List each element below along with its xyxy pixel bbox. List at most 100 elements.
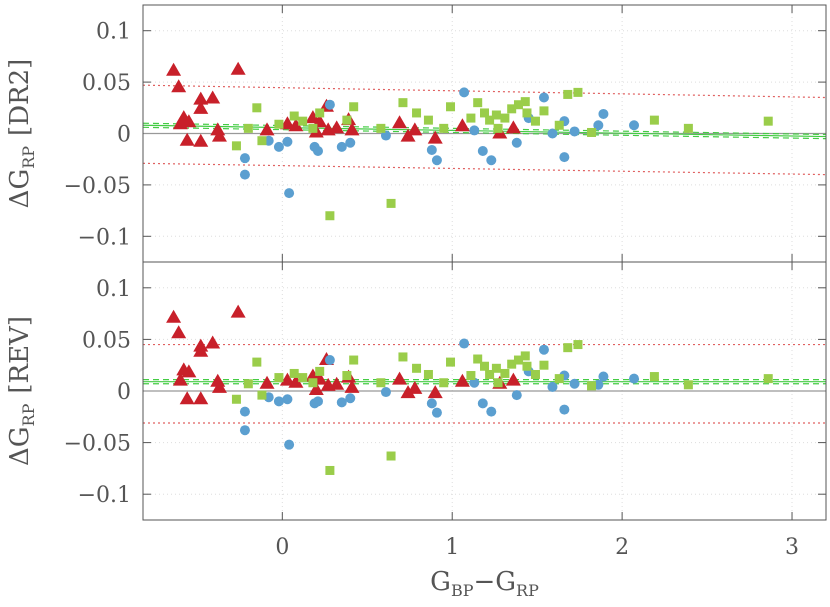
circle-point: [598, 371, 609, 382]
square-point: [439, 123, 449, 133]
reference-line: [142, 84, 827, 99]
triangle-point: [329, 376, 345, 390]
square-point: [412, 108, 422, 118]
circle-point: [569, 126, 580, 137]
triangle-point: [166, 62, 182, 76]
square-point: [563, 89, 573, 99]
square-point: [520, 97, 530, 107]
square-point: [683, 123, 693, 133]
circle-point: [569, 378, 580, 389]
square-point: [274, 373, 284, 383]
triangle-point: [407, 122, 423, 136]
square-point: [466, 113, 476, 123]
y-tick-label: 0.05: [82, 71, 131, 96]
square-point: [252, 103, 262, 113]
square-point: [763, 374, 773, 384]
triangle-point: [193, 91, 209, 105]
y-label-main: ΔG: [5, 426, 35, 466]
triangle-point: [193, 391, 209, 405]
triangle-point: [308, 381, 324, 395]
triangle-point: [171, 79, 187, 93]
circle-point: [538, 344, 549, 355]
y-tick-label: 0.05: [82, 328, 131, 353]
circle-point: [282, 136, 293, 147]
circle-point: [593, 120, 604, 131]
triangle-point: [193, 343, 209, 357]
square-point: [507, 104, 517, 114]
square-point: [423, 369, 433, 379]
circle-point: [284, 439, 295, 450]
triangle-point: [329, 120, 345, 134]
square-point: [485, 369, 495, 379]
reference-line: [142, 162, 827, 176]
circle-point: [312, 396, 323, 407]
square-point: [493, 378, 503, 388]
triangle-point: [211, 128, 227, 142]
y-tick-label: −0.1: [78, 483, 131, 508]
circle-point: [547, 128, 558, 139]
circle-point: [459, 338, 470, 349]
square-point: [398, 352, 408, 362]
circle-point: [239, 406, 250, 417]
square-point: [446, 102, 456, 112]
circle-point: [538, 92, 549, 103]
y-axis-label: ΔGRP [REV]: [5, 316, 38, 466]
square-point: [513, 355, 523, 365]
reference-line: [142, 126, 827, 140]
square-point: [308, 378, 318, 388]
square-point: [243, 379, 253, 389]
y-tick-label: −0.05: [64, 174, 131, 199]
triangle-point: [179, 132, 195, 146]
circle-point: [345, 137, 356, 148]
circle-point: [336, 141, 347, 152]
circle-point: [559, 152, 570, 163]
y-tick-label: 0: [117, 123, 131, 148]
square-point: [522, 108, 532, 118]
square-point: [257, 390, 267, 400]
circle-point: [431, 155, 442, 166]
triangle-point: [279, 116, 295, 130]
square-point: [298, 373, 308, 383]
circle-point: [629, 373, 640, 384]
square-point: [473, 354, 483, 364]
square-point: [480, 108, 489, 118]
square-point: [243, 123, 253, 133]
square-point: [649, 372, 659, 382]
circle-point: [239, 425, 250, 436]
triangle-point: [205, 90, 221, 104]
square-point: [231, 394, 241, 404]
triangle-point: [181, 114, 197, 128]
square-point: [376, 378, 386, 388]
square-point: [289, 368, 299, 378]
triangle-point: [427, 385, 443, 399]
square-point: [342, 371, 352, 381]
square-point: [386, 198, 396, 208]
y-tick-label: 0.1: [96, 277, 131, 302]
triangle-point: [230, 61, 246, 75]
circle-point: [598, 108, 609, 119]
square-point: [563, 343, 573, 353]
square-point: [522, 361, 532, 371]
triangle-point: [505, 120, 521, 134]
square-point: [231, 141, 241, 151]
plot-frame: [142, 261, 827, 521]
square-point: [539, 106, 549, 116]
circle-point: [559, 404, 570, 415]
circle-point: [324, 355, 335, 366]
circle-point: [486, 155, 497, 166]
y-label-suffix: [DR2]: [5, 59, 35, 136]
square-point: [493, 123, 503, 133]
y-label-suffix: [REV]: [5, 316, 35, 394]
triangle-point: [392, 115, 408, 129]
square-point: [274, 119, 284, 129]
circle-point: [284, 188, 295, 199]
square-point: [683, 380, 693, 390]
square-point: [257, 136, 267, 146]
triangle-point: [172, 372, 188, 386]
triangle-point: [344, 122, 360, 136]
square-point: [412, 363, 422, 373]
square-point: [308, 123, 318, 133]
square-point: [252, 357, 262, 367]
triangle-point: [171, 325, 187, 339]
circle-point: [547, 381, 558, 392]
